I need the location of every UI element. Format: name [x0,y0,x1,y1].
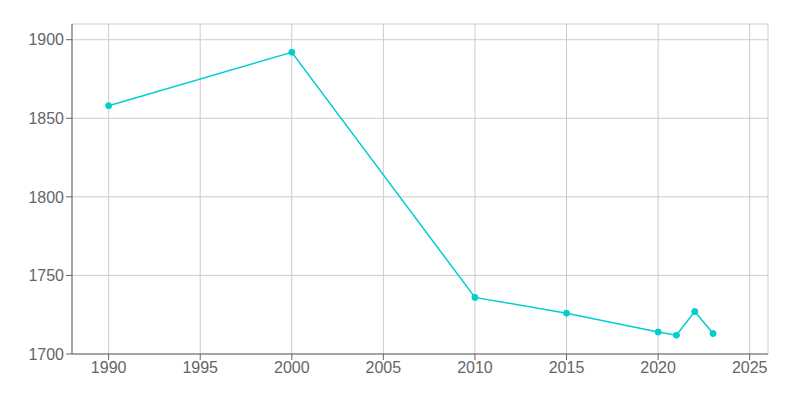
svg-text:2015: 2015 [549,359,585,376]
svg-text:2000: 2000 [274,359,310,376]
svg-text:2010: 2010 [457,359,493,376]
svg-text:1995: 1995 [182,359,218,376]
svg-text:2025: 2025 [732,359,768,376]
svg-text:1850: 1850 [28,110,64,127]
svg-text:1900: 1900 [28,31,64,48]
svg-text:1750: 1750 [28,267,64,284]
svg-text:1990: 1990 [91,359,127,376]
svg-text:1700: 1700 [28,346,64,363]
svg-text:1800: 1800 [28,189,64,206]
svg-text:2020: 2020 [640,359,676,376]
svg-text:2005: 2005 [366,359,402,376]
